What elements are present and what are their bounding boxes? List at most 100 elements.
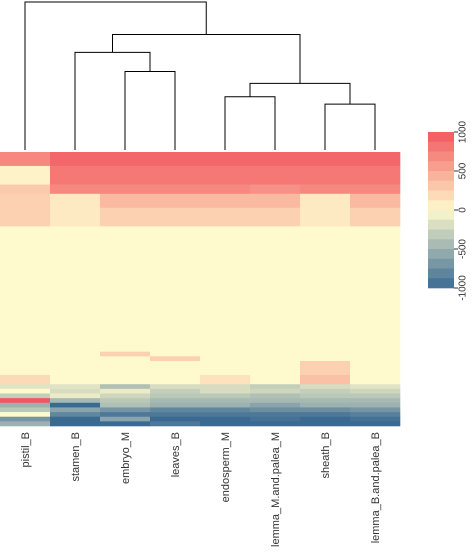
heatmap-cell bbox=[150, 416, 201, 422]
color-key-tick-label: -1000 bbox=[458, 275, 469, 301]
dendrogram-branch bbox=[24, 1, 207, 150]
heatmap-cell bbox=[100, 402, 151, 408]
heatmap-cell bbox=[250, 412, 301, 418]
dendrogram-branch bbox=[74, 51, 151, 150]
color-key-segment bbox=[428, 278, 454, 289]
column-label: embryo_M bbox=[120, 432, 132, 484]
heatmap-cell bbox=[250, 421, 301, 427]
color-key-segment bbox=[428, 258, 454, 269]
heatmap-cell bbox=[200, 374, 251, 385]
heatmap-cell bbox=[50, 398, 101, 404]
heatmap-cell bbox=[50, 226, 101, 352]
dendrogram-branch bbox=[112, 34, 301, 84]
heatmap-cell bbox=[0, 207, 51, 227]
heatmap-cell bbox=[100, 351, 151, 357]
heatmap-cell bbox=[350, 402, 401, 408]
color-key-segment bbox=[428, 141, 454, 152]
heatmap-cell bbox=[350, 374, 401, 385]
heatmap-cell bbox=[50, 393, 101, 399]
heatmap-cell bbox=[50, 374, 101, 385]
heatmap-cell bbox=[300, 184, 351, 195]
heatmap-cell bbox=[100, 384, 151, 390]
heatmap-cell bbox=[0, 351, 51, 357]
heatmap-cell bbox=[50, 407, 101, 413]
color-key-segment bbox=[428, 171, 454, 182]
column-label: leaves_B bbox=[170, 432, 182, 477]
heatmap-cell bbox=[250, 193, 301, 209]
heatmap-cell bbox=[50, 384, 101, 390]
heatmap-cell bbox=[200, 184, 251, 195]
heatmap-cell bbox=[200, 152, 251, 167]
heatmap-cell bbox=[250, 393, 301, 399]
heatmap-cell bbox=[300, 226, 351, 352]
color-key-segment bbox=[428, 239, 454, 250]
heatmap-cell bbox=[250, 226, 301, 352]
heatmap-cell bbox=[300, 398, 351, 404]
heatmap-cell bbox=[50, 421, 101, 427]
column-dendrogram bbox=[24, 1, 376, 150]
heatmap-cell bbox=[0, 402, 51, 408]
heatmap-cell bbox=[150, 388, 201, 394]
heatmap-cell bbox=[100, 412, 151, 418]
heatmap-cell bbox=[300, 360, 351, 376]
heatmap-cell bbox=[100, 407, 151, 413]
heatmap-cell bbox=[250, 184, 301, 195]
column-label: lemma_B.and.palea_B bbox=[370, 432, 382, 543]
dendrogram-branch bbox=[324, 103, 376, 150]
heatmap-cell bbox=[150, 193, 201, 209]
heatmap-cell bbox=[0, 193, 51, 209]
heatmap-cell bbox=[200, 388, 251, 394]
heatmap-cell bbox=[50, 402, 101, 408]
heatmap-cell bbox=[50, 184, 101, 195]
heatmap-cell bbox=[150, 207, 201, 227]
color-key-segment bbox=[428, 219, 454, 230]
heatmap-cell bbox=[100, 152, 151, 167]
heatmap-cell bbox=[0, 356, 51, 362]
heatmap-cell bbox=[300, 407, 351, 413]
heatmap-cell bbox=[0, 360, 51, 376]
heatmap-cell bbox=[300, 393, 351, 399]
heatmap-cell bbox=[350, 193, 401, 209]
heatmap-cell bbox=[200, 384, 251, 390]
heatmap-cell bbox=[150, 356, 201, 362]
heatmap-cell bbox=[350, 421, 401, 427]
heatmap-cell bbox=[0, 184, 51, 195]
heatmap-cell bbox=[350, 226, 401, 352]
color-key-segment bbox=[428, 249, 454, 260]
column-label: sheath_B bbox=[320, 432, 332, 478]
heatmap-cell bbox=[200, 360, 251, 376]
dendrogram-branch bbox=[249, 82, 351, 105]
heatmap-cell bbox=[150, 393, 201, 399]
heatmap-cell bbox=[50, 351, 101, 357]
heatmap-cell bbox=[100, 360, 151, 376]
dendrogram-branch bbox=[124, 71, 176, 150]
heatmap-cell bbox=[200, 193, 251, 209]
heatmap-cell bbox=[350, 356, 401, 362]
column-label: stamen_B bbox=[70, 432, 82, 482]
heatmap-cell bbox=[0, 165, 51, 185]
heatmap-cell bbox=[150, 398, 201, 404]
heatmap-cell bbox=[50, 193, 101, 209]
heatmap-cell bbox=[0, 412, 51, 418]
color-key: 1000 500 0 -500 -1000 bbox=[428, 120, 469, 301]
heatmap-cell bbox=[100, 356, 151, 362]
heatmap-cell bbox=[250, 398, 301, 404]
color-key-segment bbox=[428, 229, 454, 240]
heatmap-cell bbox=[0, 407, 51, 413]
heatmap-cell bbox=[350, 384, 401, 390]
heatmap-cell bbox=[50, 356, 101, 362]
heatmap-cell bbox=[150, 351, 201, 357]
heatmap-cell bbox=[350, 351, 401, 357]
heatmap-cell bbox=[350, 416, 401, 422]
heatmap-cell bbox=[350, 152, 401, 167]
heatmap-cell bbox=[100, 398, 151, 404]
heatmap-cell bbox=[300, 374, 351, 385]
heatmap-cell bbox=[0, 421, 51, 427]
heatmap-cell bbox=[200, 412, 251, 418]
heatmap-cell bbox=[250, 402, 301, 408]
heatmap-cell bbox=[50, 412, 101, 418]
heatmap-cell bbox=[0, 384, 51, 390]
column-label: lemma_M.and.palea_M bbox=[270, 432, 282, 547]
heatmap-cell bbox=[300, 193, 351, 209]
color-key-segment bbox=[428, 151, 454, 162]
